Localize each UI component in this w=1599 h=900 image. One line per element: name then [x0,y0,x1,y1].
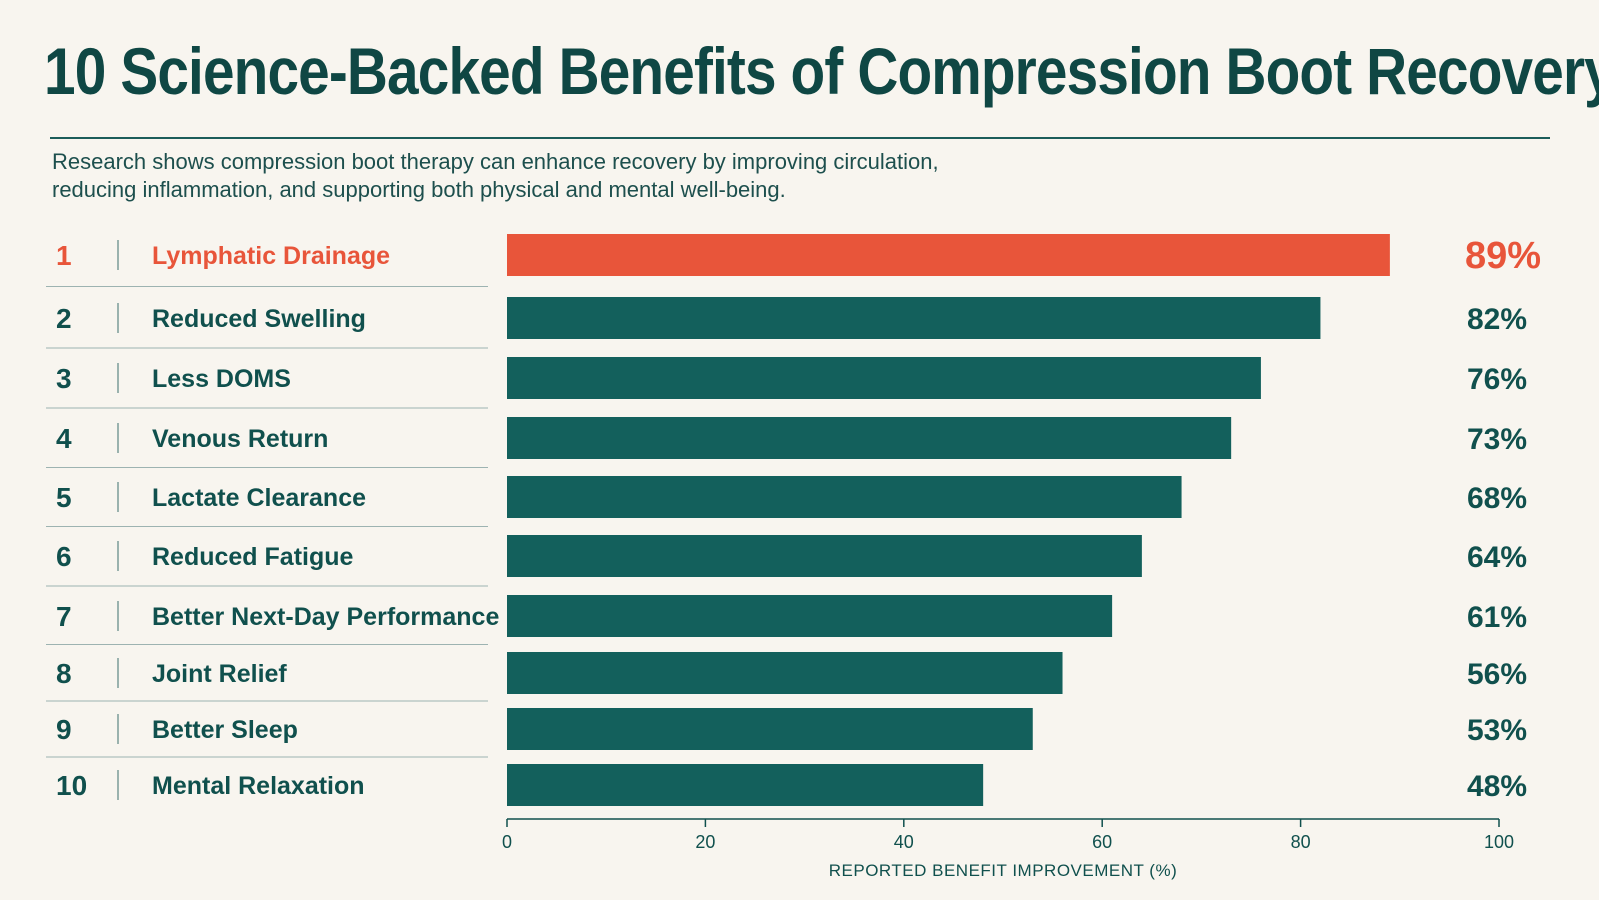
rank-number: 10 [56,770,87,801]
rank-number: 9 [56,714,72,745]
value-label: 64% [1467,541,1527,574]
bar [507,708,1033,750]
value-label: 89% [1465,235,1541,277]
x-tick-label: 0 [502,832,512,852]
bar [507,764,984,806]
bar [507,595,1113,637]
bar [507,297,1321,339]
category-label: Lactate Clearance [152,484,366,512]
value-label: 82% [1467,303,1527,336]
category-label: Mental Relaxation [152,772,365,800]
x-tick-label: 100 [1484,832,1514,852]
category-label: Reduced Fatigue [152,543,354,571]
rank-number: 1 [56,240,72,271]
x-tick-label: 40 [894,832,914,852]
bar [507,535,1142,577]
rank-number: 5 [56,482,72,513]
title-divider [50,137,1550,139]
subtitle: Research shows compression boot therapy … [52,148,1152,204]
x-tick-label: 60 [1092,832,1112,852]
rank-number: 7 [56,601,72,632]
value-label: 73% [1467,423,1527,456]
subtitle-line-1: Research shows compression boot therapy … [52,149,939,174]
value-label: 56% [1467,658,1527,691]
category-label: Lymphatic Drainage [152,242,390,270]
bar [507,476,1182,518]
rank-number: 2 [56,303,72,334]
page-title: 10 Science-Backed Benefits of Compressio… [44,34,1599,108]
rank-number: 3 [56,363,72,394]
value-label: 76% [1467,363,1527,396]
value-label: 53% [1467,714,1527,747]
rank-number: 8 [56,658,72,689]
category-label: Better Next-Day Performance [152,603,499,631]
category-label: Venous Return [152,425,328,453]
rank-number: 4 [56,423,72,454]
bar [507,417,1232,459]
value-label: 68% [1467,482,1527,515]
rank-number: 6 [56,541,72,572]
x-axis-label: REPORTED BENEFIT IMPROVEMENT (%) [829,861,1178,880]
category-label: Less DOMS [152,365,291,393]
category-label: Reduced Swelling [152,305,366,333]
category-label: Joint Relief [152,660,287,688]
subtitle-line-2: reducing inflammation, and supporting bo… [52,177,786,202]
bar [507,357,1261,399]
value-label: 61% [1467,601,1527,634]
bar [507,652,1063,694]
bar [507,234,1390,276]
x-tick-label: 20 [695,832,715,852]
value-label: 48% [1467,770,1527,803]
category-label: Better Sleep [152,716,298,744]
x-tick-label: 80 [1291,832,1311,852]
